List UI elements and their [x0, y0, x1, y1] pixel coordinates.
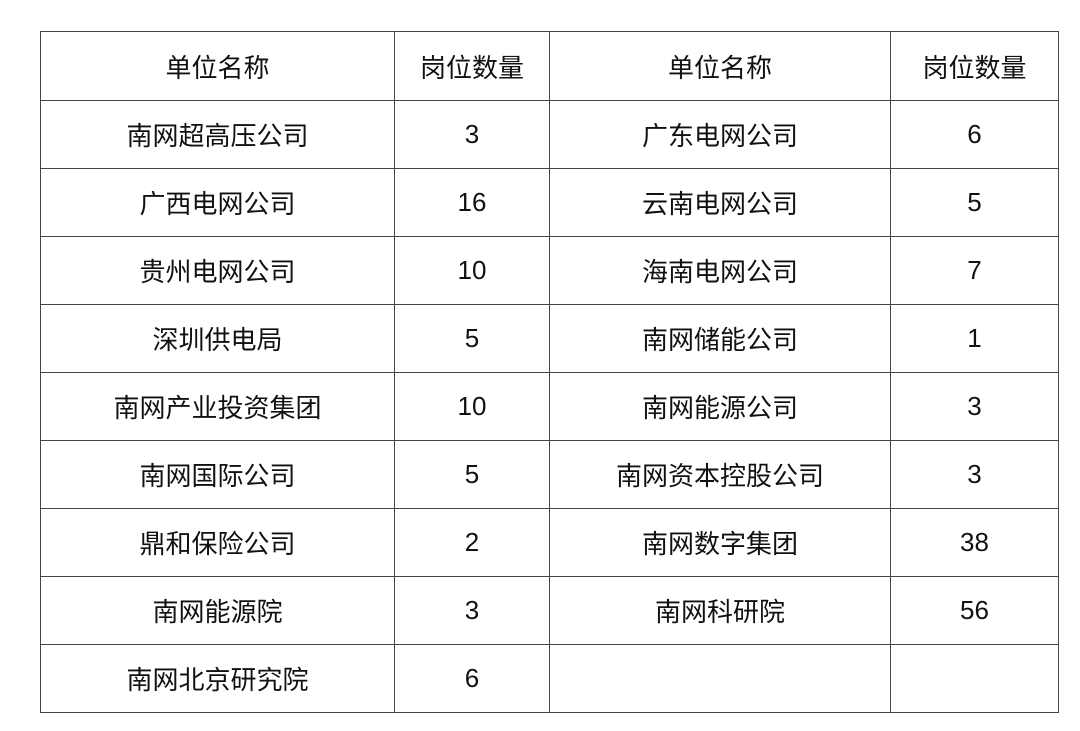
unit-name-cell: 南网数字集团 [549, 508, 891, 577]
header-row: 单位名称 岗位数量 单位名称 岗位数量 [40, 31, 1059, 101]
unit-name-cell: 海南电网公司 [549, 236, 891, 305]
table-row: 贵州电网公司 10 海南电网公司 7 [40, 236, 1059, 305]
unit-name-cell [549, 644, 891, 713]
table-row: 南网国际公司 5 南网资本控股公司 3 [40, 440, 1059, 509]
position-count-cell: 16 [394, 168, 550, 237]
position-count-cell: 6 [394, 644, 550, 713]
position-count-cell: 56 [890, 576, 1059, 645]
unit-name-cell: 南网储能公司 [549, 304, 891, 373]
position-count-cell: 5 [890, 168, 1059, 237]
position-count-cell: 38 [890, 508, 1059, 577]
unit-name-cell: 南网科研院 [549, 576, 891, 645]
position-count-cell: 3 [890, 372, 1059, 441]
unit-name-cell: 广东电网公司 [549, 100, 891, 169]
unit-name-cell: 深圳供电局 [40, 304, 395, 373]
unit-name-cell: 南网能源院 [40, 576, 395, 645]
unit-name-cell: 云南电网公司 [549, 168, 891, 237]
table-row: 南网产业投资集团 10 南网能源公司 3 [40, 372, 1059, 441]
table-row: 南网超高压公司 3 广东电网公司 6 [40, 100, 1059, 169]
unit-name-cell: 贵州电网公司 [40, 236, 395, 305]
table-row: 南网能源院 3 南网科研院 56 [40, 576, 1059, 645]
unit-name-cell: 广西电网公司 [40, 168, 395, 237]
position-count-cell: 7 [890, 236, 1059, 305]
position-count-cell: 10 [394, 236, 550, 305]
unit-name-cell: 鼎和保险公司 [40, 508, 395, 577]
position-count-cell [890, 644, 1059, 713]
position-count-cell: 3 [394, 576, 550, 645]
unit-name-cell: 南网资本控股公司 [549, 440, 891, 509]
position-count-cell: 5 [394, 440, 550, 509]
unit-name-cell: 南网超高压公司 [40, 100, 395, 169]
position-count-cell: 2 [394, 508, 550, 577]
unit-name-cell: 南网能源公司 [549, 372, 891, 441]
header-unit-name: 单位名称 [40, 31, 395, 101]
position-count-cell: 3 [394, 100, 550, 169]
header-position-count: 岗位数量 [890, 31, 1059, 101]
unit-name-cell: 南网北京研究院 [40, 644, 395, 713]
unit-name-cell: 南网国际公司 [40, 440, 395, 509]
table-row: 广西电网公司 16 云南电网公司 5 [40, 168, 1059, 237]
position-count-cell: 3 [890, 440, 1059, 509]
header-unit-name: 单位名称 [549, 31, 891, 101]
positions-table: 单位名称 岗位数量 单位名称 岗位数量 南网超高压公司 3 广东电网公司 6 广西电网公… [40, 31, 1059, 713]
table-row: 鼎和保险公司 2 南网数字集团 38 [40, 508, 1059, 577]
position-count-cell: 1 [890, 304, 1059, 373]
position-count-cell: 10 [394, 372, 550, 441]
table-row: 深圳供电局 5 南网储能公司 1 [40, 304, 1059, 373]
unit-name-cell: 南网产业投资集团 [40, 372, 395, 441]
position-count-cell: 5 [394, 304, 550, 373]
position-count-cell: 6 [890, 100, 1059, 169]
header-position-count: 岗位数量 [394, 31, 550, 101]
table-row: 南网北京研究院 6 [40, 644, 1059, 713]
